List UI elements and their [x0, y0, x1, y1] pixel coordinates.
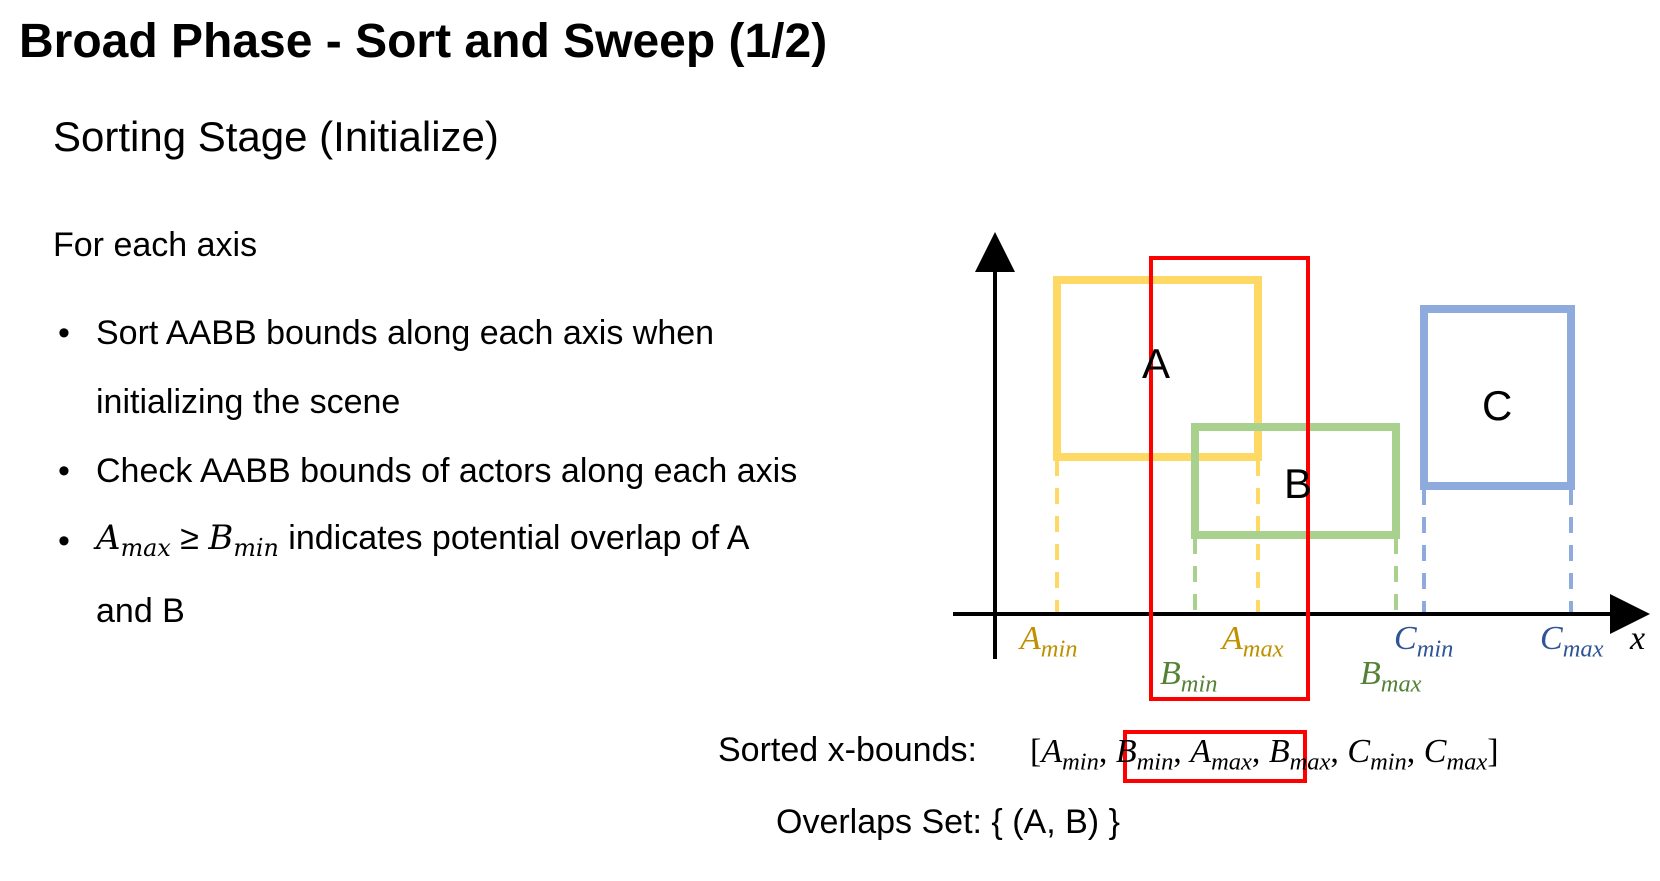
overlap-highlight	[1149, 256, 1310, 701]
bullet-dot: •	[58, 452, 70, 490]
x-axis-label: x	[1630, 620, 1646, 657]
box-a-label: A	[1142, 340, 1171, 387]
a-max-label: Amax	[1222, 620, 1284, 663]
math-a-max: Amax	[96, 518, 171, 563]
bullet-text: Check AABB bounds of actors along each a…	[96, 452, 798, 490]
b-max-label: Bmax	[1360, 655, 1422, 698]
sorted-bounds-list: [Amin, Bmin, Amax, Bmax, Cmin, Cmax]	[1030, 733, 1499, 776]
sorted-highlight	[1123, 730, 1307, 783]
bullet-dot: •	[58, 522, 70, 560]
overlaps-set: Overlaps Set: { (A, B) }	[776, 803, 1120, 841]
slide-title: Broad Phase - Sort and Sweep (1/2)	[19, 15, 828, 68]
box-b	[1191, 423, 1400, 539]
box-c	[1420, 305, 1575, 490]
box-c-label: C	[1482, 382, 1513, 429]
bullet-text-continued: initializing the scene	[96, 383, 401, 421]
bullet-text-math: Amax ≥ Bmin indicates potential overlap …	[96, 518, 750, 562]
bullet-text-continued: and B	[96, 592, 185, 630]
bullet-text: Sort AABB bounds along each axis when	[96, 314, 715, 352]
sorted-label: Sorted x-bounds:	[718, 731, 977, 769]
math-b-min: Bmin	[208, 518, 279, 563]
b-min-label: Bmin	[1160, 655, 1218, 698]
slide-subtitle: Sorting Stage (Initialize)	[53, 113, 499, 160]
a-min-label: Amin	[1020, 620, 1078, 663]
math-operator: ≥	[180, 519, 199, 557]
c-max-label: Cmax	[1540, 620, 1604, 663]
box-b-label: B	[1284, 460, 1313, 507]
bullet-text: indicates potential overlap of A	[288, 519, 750, 557]
bullet-dot: •	[58, 314, 70, 352]
box-a	[1053, 276, 1262, 461]
intro-text: For each axis	[53, 226, 258, 264]
c-min-label: Cmin	[1394, 620, 1454, 663]
